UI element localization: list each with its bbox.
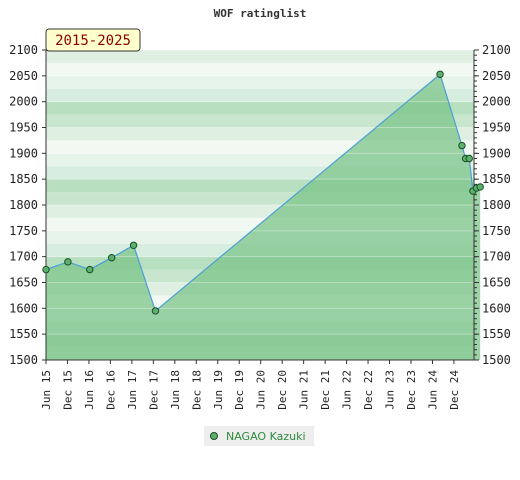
y-tick-label-left: 1650	[9, 276, 38, 290]
y-tick-label-left: 2050	[9, 69, 38, 83]
x-tick-label: Jun 24	[426, 370, 439, 410]
band	[46, 101, 474, 115]
data-points	[42, 70, 484, 315]
y-tick-label-right: 1550	[482, 327, 511, 341]
x-tick-label: Jun 19	[212, 370, 225, 410]
data-point	[86, 265, 94, 274]
x-tick-label: Jun 17	[126, 370, 139, 410]
data-point	[436, 70, 444, 78]
x-tick-label: Dec 23	[405, 370, 418, 410]
x-tick-label: Dec 19	[233, 370, 246, 410]
x-tick-label: Dec 22	[362, 370, 375, 410]
band	[46, 114, 474, 128]
y-tick-label-left: 1850	[9, 172, 38, 186]
data-point	[42, 265, 50, 274]
y-tick-label-right: 2000	[482, 95, 511, 109]
y-tick-label-left: 1800	[9, 198, 38, 212]
x-tick-label: Dec 16	[104, 370, 117, 410]
y-tick-label-right: 2050	[482, 69, 511, 83]
x-tick-label: Jun 16	[83, 370, 96, 410]
data-point	[107, 254, 116, 262]
y-tick-label-left: 1550	[9, 327, 38, 341]
data-point	[458, 141, 466, 150]
data-point	[465, 154, 473, 163]
area-fill	[46, 74, 481, 361]
y-tick-label-left: 1500	[9, 353, 38, 367]
legend-marker	[210, 432, 218, 440]
x-tick-label: Dec 20	[276, 370, 289, 410]
band	[46, 75, 474, 89]
y-tick-label-right: 1650	[482, 276, 511, 290]
area-shape	[46, 74, 481, 361]
x-tick-label: Dec 24	[448, 370, 461, 410]
range-box: 2015-2025	[45, 28, 141, 52]
data-point	[64, 258, 72, 266]
y-tick-label-left: 1950	[9, 121, 38, 135]
x-tick-label: Jun 18	[169, 370, 182, 410]
x-tick-label: Jun 22	[341, 370, 354, 410]
axes	[42, 49, 479, 361]
band	[46, 62, 474, 76]
x-tick-label: Dec 15	[61, 370, 74, 410]
y-tick-label-right: 1600	[482, 301, 511, 315]
x-tick-label: Dec 17	[147, 370, 160, 410]
legend-label: NAGAO Kazuki	[226, 429, 306, 443]
x-tick-label: Jun 20	[255, 370, 268, 410]
range-label: 2015-2025	[55, 33, 131, 49]
y-tick-label-right: 1900	[482, 146, 511, 160]
y-tick-label-left: 1700	[9, 250, 38, 264]
y-tick-label-right: 2100	[482, 43, 511, 57]
y-tick-label-left: 1600	[9, 301, 38, 315]
y-tick-label-right: 1800	[482, 198, 511, 212]
x-axis-labels: Jun 15 Dec 15 Jun 16 Dec 16 Jun 17 Dec 17 Jun …	[40, 360, 461, 410]
chart-title: WOF ratinglist	[214, 7, 307, 20]
y-tick-label-left: 1900	[9, 146, 38, 160]
legend: NAGAO Kazuki	[204, 426, 314, 446]
y-tick-label-left: 1750	[9, 224, 38, 238]
x-tick-label: Dec 18	[190, 370, 203, 410]
x-tick-label: Jun 15	[40, 370, 53, 410]
data-point	[129, 241, 138, 250]
y-tick-label-right: 1750	[482, 224, 511, 238]
y-tick-label-right: 1500	[482, 353, 511, 367]
y-axis-right-labels: 1500 1550 1600 1650 1700 1750 1800 1850 1900 1950…	[482, 43, 511, 367]
band	[46, 50, 474, 63]
data-point	[476, 183, 484, 191]
x-tick-label: Jun 23	[384, 370, 397, 410]
y-tick-label-left: 2100	[9, 43, 38, 57]
y-axis-left-labels: 1500 1550 1600 1650 1700 1750 1800 1850 1900 1950…	[9, 43, 38, 367]
x-tick-label: Jun 21	[298, 370, 311, 410]
x-tick-label: Dec 21	[319, 370, 332, 410]
y-tick-label-right: 1850	[482, 172, 511, 186]
y-tick-label-right: 1700	[482, 250, 511, 264]
y-tick-label-left: 2000	[9, 95, 38, 109]
y-tick-label-right: 1950	[482, 121, 511, 135]
data-point	[151, 307, 160, 315]
band	[46, 88, 474, 102]
